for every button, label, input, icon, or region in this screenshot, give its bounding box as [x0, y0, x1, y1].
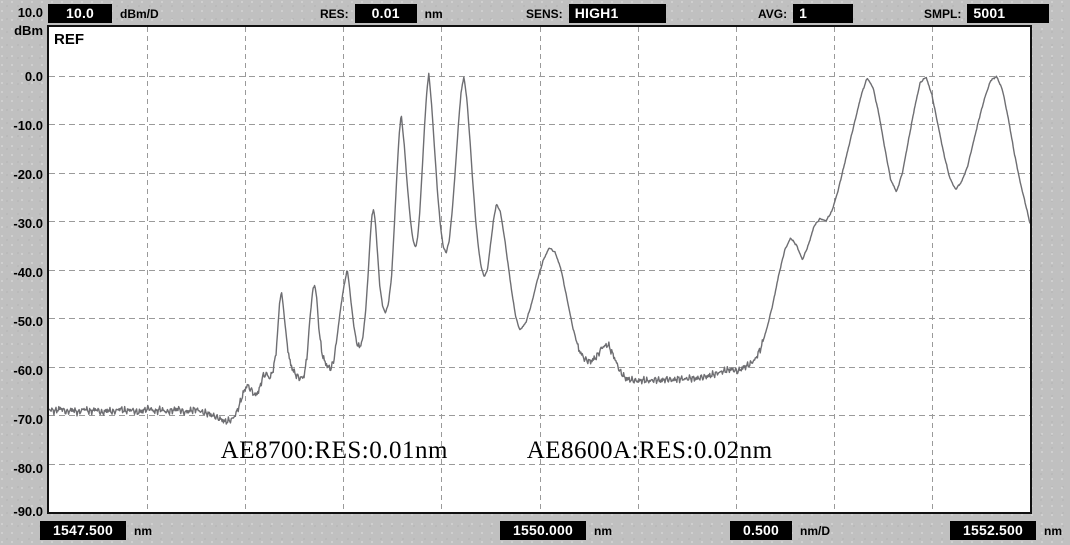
avg-value[interactable]: 1 [793, 4, 854, 23]
y-axis: 10.0 dBm 0.0 -10.0 -20.0 -30.0 -40.0 -50… [0, 0, 46, 545]
stop-wavelength-field[interactable]: 1552.500 nm [950, 521, 1062, 540]
trace-layer [49, 72, 1030, 425]
spectrum-plot[interactable]: REF AE8700:RES:0.01nm AE8600A:RES:0.02nm [47, 25, 1032, 514]
span-per-div-field[interactable]: 0.500 nm/D [730, 521, 830, 540]
y-tick-6: -50.0 [13, 314, 43, 329]
ref-marker-label: REF [54, 31, 84, 48]
start-wavelength-value[interactable]: 1547.500 [40, 521, 126, 540]
y-tick-9: -80.0 [13, 461, 43, 476]
span-per-div-value[interactable]: 0.500 [730, 521, 792, 540]
sens-value[interactable]: HIGH1 [568, 4, 666, 23]
spectrum-canvas [49, 27, 1030, 512]
spectrum-trace [49, 72, 1030, 425]
y-tick-10: -90.0 [13, 504, 43, 519]
smpl-value[interactable]: 5001 [967, 4, 1050, 23]
annotation-ae8700: AE8700:RES:0.01nm [220, 436, 448, 464]
start-wavelength-unit: nm [134, 523, 152, 538]
y-tick-2: -10.0 [13, 118, 43, 133]
res-value[interactable]: 0.01 [354, 4, 417, 23]
center-wavelength-unit: nm [594, 523, 612, 538]
center-wavelength-field[interactable]: 1550.000 nm [500, 521, 612, 540]
stop-wavelength-unit: nm [1044, 523, 1062, 538]
sens-field[interactable]: SENS: HIGH1 [526, 4, 666, 23]
avg-field[interactable]: AVG: 1 [758, 4, 854, 23]
res-label: RES: [320, 6, 349, 21]
y-tick-0: 10.0 [17, 5, 43, 20]
start-wavelength-field[interactable]: 1547.500 nm [40, 521, 152, 540]
res-unit: nm [424, 6, 443, 21]
scale-field[interactable]: 10.0 dBm/D [48, 4, 159, 23]
scale-unit: dBm/D [120, 6, 159, 21]
scale-value[interactable]: 10.0 [48, 4, 112, 23]
avg-label: AVG: [758, 6, 788, 21]
y-tick-4: -30.0 [13, 216, 43, 231]
center-wavelength-value[interactable]: 1550.000 [500, 521, 586, 540]
y-tick-8: -70.0 [13, 412, 43, 427]
sens-label: SENS: [526, 6, 563, 21]
top-parameter-bar: 10.0 dBm/D RES: 0.01 nm SENS: HIGH1 AVG:… [0, 0, 1070, 27]
smpl-field[interactable]: SMPL: 5001 [924, 4, 1050, 23]
span-per-div-unit: nm/D [800, 523, 830, 538]
res-field[interactable]: RES: 0.01 nm [320, 4, 443, 23]
y-tick-5: -40.0 [13, 265, 43, 280]
y-tick-1: 0.0 [24, 69, 43, 84]
y-axis-unit: dBm [14, 23, 43, 38]
annotation-ae8600a: AE8600A:RES:0.02nm [526, 436, 773, 464]
smpl-label: SMPL: [924, 6, 962, 21]
bottom-parameter-bar: 1547.500 nm 1550.000 nm 0.500 nm/D 1552.… [0, 518, 1070, 545]
y-tick-7: -60.0 [13, 363, 43, 378]
stop-wavelength-value[interactable]: 1552.500 [950, 521, 1036, 540]
y-tick-3: -20.0 [13, 167, 43, 182]
